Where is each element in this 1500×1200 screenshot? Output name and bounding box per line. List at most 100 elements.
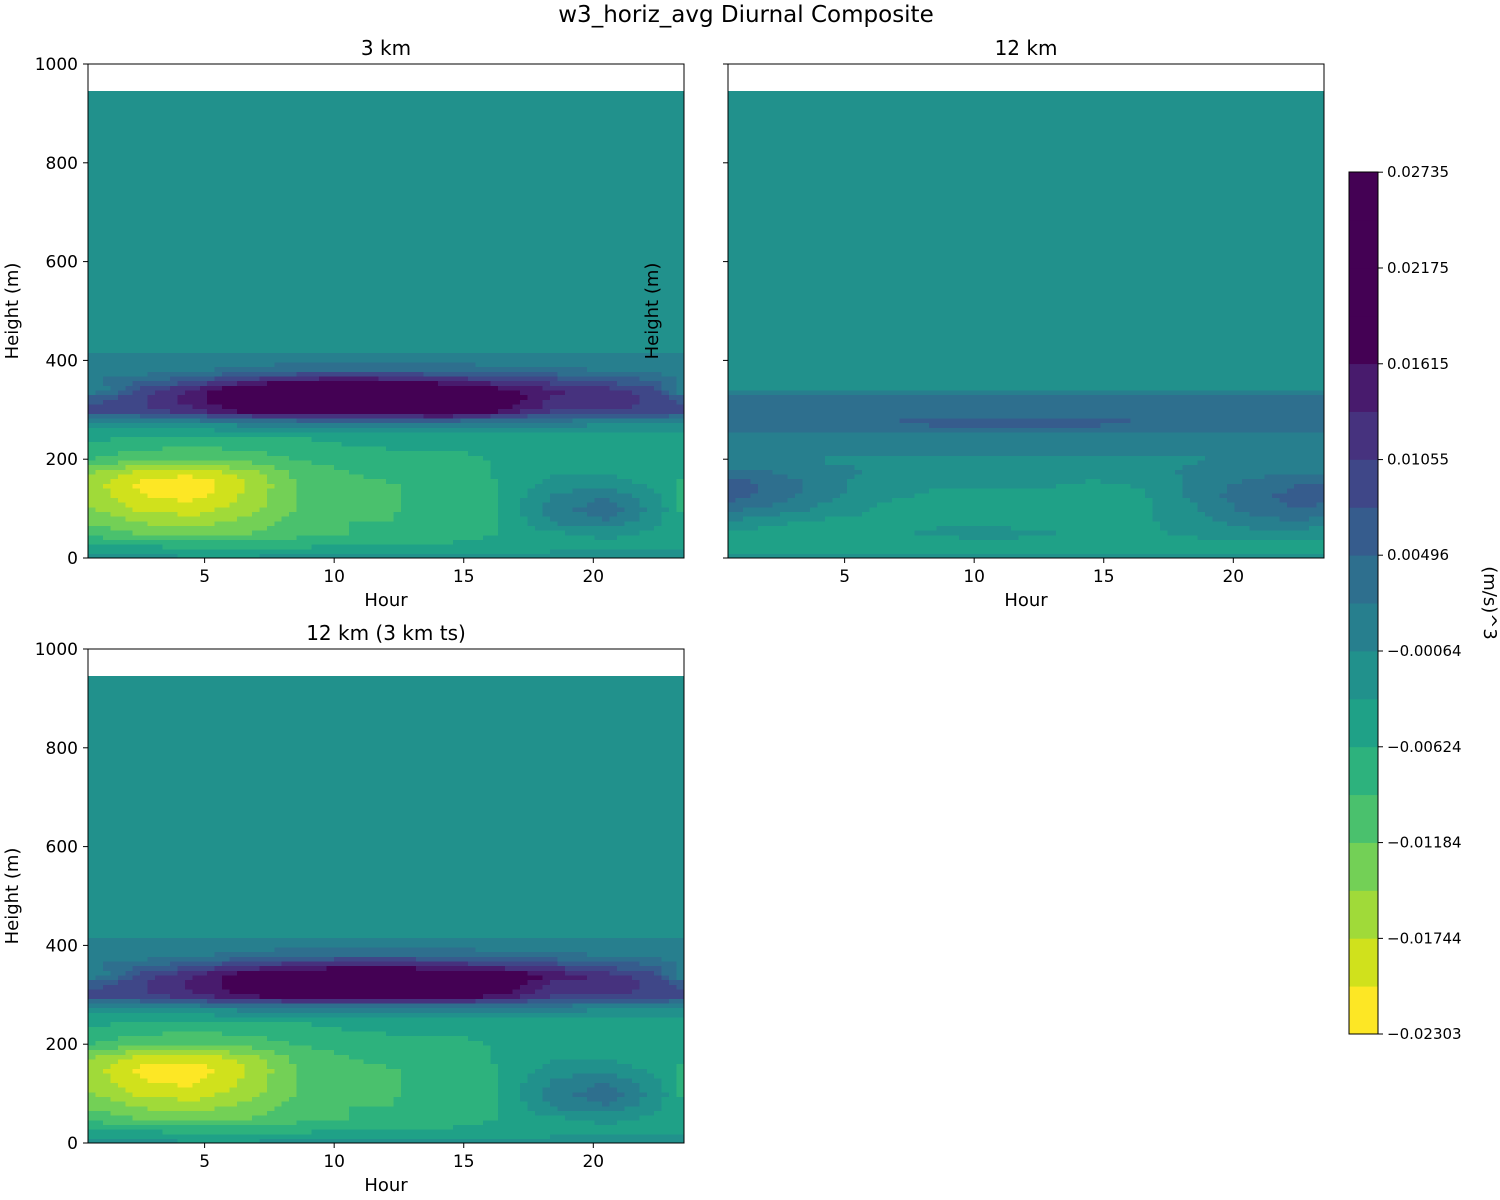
contour-band (296, 1082, 402, 1088)
contour-band (1152, 497, 1191, 503)
contour-band (177, 1082, 193, 1088)
contour-band (296, 1068, 402, 1074)
contour-band (88, 240, 684, 246)
contour-band (95, 455, 290, 461)
contour-band (728, 534, 960, 540)
contour-band (88, 389, 97, 396)
contour-band (237, 492, 268, 498)
contour-band (229, 956, 335, 962)
contour-band (616, 1086, 640, 1093)
contour-band (378, 375, 469, 382)
contour-band (88, 165, 684, 172)
contour-band (237, 515, 283, 522)
contour-band (88, 1007, 238, 1013)
contour-band (199, 385, 223, 391)
contour-band (229, 1086, 268, 1093)
contour-band (728, 114, 1324, 120)
colorbar-tick-label: 0.00496 (1387, 546, 1449, 564)
contour-band (88, 151, 684, 158)
contour-band (616, 1072, 655, 1079)
contour-band (520, 1086, 544, 1093)
contour-band (549, 380, 618, 386)
y-tick-label: 0 (67, 549, 78, 569)
contour-band (639, 497, 663, 503)
contour-band (117, 979, 149, 985)
contour-band (192, 497, 238, 503)
contour-band (207, 998, 283, 1004)
contour-band (520, 1096, 544, 1102)
contour-band (88, 1105, 149, 1111)
x-tick-label: 15 (453, 1152, 475, 1172)
x-tick-label: 20 (582, 1152, 604, 1172)
contour-band (750, 492, 796, 498)
contour-band (1197, 506, 1236, 512)
contour-band (88, 778, 684, 785)
contour-band (854, 473, 1184, 480)
contour-band (542, 399, 640, 405)
contour-band (728, 352, 1324, 358)
contour-band (490, 473, 551, 480)
contour-band (1055, 483, 1131, 489)
contour-band (237, 380, 268, 386)
colorbar-band (1349, 219, 1378, 269)
contour-band (587, 501, 618, 508)
contour-band (520, 1082, 551, 1088)
contour-band (88, 478, 111, 484)
contour-band (259, 1138, 684, 1143)
contour-band (88, 301, 684, 307)
contour-band (311, 1044, 491, 1051)
contour-band (557, 371, 663, 377)
x-tick-label: 10 (323, 567, 345, 587)
contour-band (512, 988, 536, 995)
contour-band (520, 497, 551, 503)
y-tick-label: 200 (46, 450, 78, 470)
contour-band (266, 1072, 298, 1079)
colorbar-band (1349, 938, 1378, 987)
contour-band (348, 520, 499, 526)
colorbar-band (1349, 315, 1378, 365)
contour-band (497, 1082, 521, 1088)
contour-band (587, 511, 618, 517)
contour-band (88, 511, 111, 517)
contour-band (728, 385, 1324, 391)
contour-band (1152, 515, 1213, 522)
contour-band (1279, 515, 1310, 522)
contour-band (676, 965, 684, 971)
contour-band (527, 492, 551, 498)
contour-band (214, 993, 260, 999)
contour-band (728, 235, 1324, 242)
contour-band (587, 1086, 618, 1093)
contour-band (281, 998, 476, 1004)
contour-band (88, 718, 684, 724)
contour-band (199, 1077, 238, 1083)
contour-band (88, 221, 684, 228)
contour-band (102, 984, 149, 990)
contour-band (542, 501, 588, 508)
contour-band (1204, 455, 1324, 461)
contour-band (728, 338, 1324, 344)
contour-band (102, 380, 134, 386)
contour-band (88, 844, 684, 850)
contour-band (88, 259, 684, 265)
contour-band (1271, 492, 1324, 498)
contour-band (787, 473, 856, 480)
contour-band (728, 506, 744, 512)
contour-field (728, 91, 1324, 558)
contour-band (1309, 515, 1324, 522)
contour-band (110, 436, 313, 442)
contour-band (88, 1077, 111, 1083)
contour-band (88, 727, 684, 733)
contour-band (88, 797, 684, 803)
axes-frame (727, 63, 1325, 559)
contour-band (88, 343, 684, 349)
contour-band (624, 1091, 648, 1097)
contour-band (147, 403, 193, 410)
colorbar-band (1349, 650, 1378, 700)
contour-band (728, 371, 1324, 377)
contour-band (661, 511, 684, 517)
contour-band (795, 492, 841, 498)
contour-band (222, 1054, 260, 1060)
contour-band (88, 928, 684, 934)
contour-band (669, 394, 684, 400)
